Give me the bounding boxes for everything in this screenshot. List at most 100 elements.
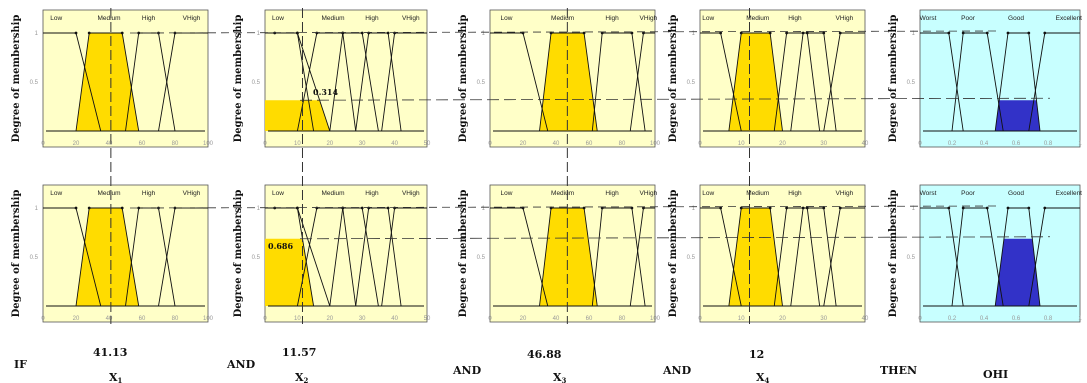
mf-corner-marker — [315, 206, 319, 210]
mf-label: Medium — [321, 15, 344, 22]
mf-corner-marker — [961, 31, 965, 35]
panel-x4-rule-2: Degree of membership 1 0.5 0 10 20 30 40 Low Medi… — [668, 184, 869, 323]
x-tick-label: 0 — [41, 141, 45, 147]
x-tick-label: 10 — [294, 316, 301, 322]
x-tick-label: 0.2 — [948, 141, 957, 147]
panel-background — [699, 184, 866, 323]
x-tick-label: 0 — [918, 316, 922, 322]
y-tick-label: 0.5 — [30, 255, 39, 261]
mf-label: Poor — [961, 190, 976, 197]
mf-corner-marker — [838, 31, 842, 35]
mf-label: VHigh — [183, 15, 201, 22]
guide-lines-layer — [110, 8, 1051, 324]
mf-corner-marker — [1043, 31, 1047, 35]
mf-label: VHigh — [183, 190, 201, 197]
mf-corner-marker — [642, 31, 645, 35]
panel-x2-rule-1: Degree of membership 1 0.5 0 10 20 30 40 50 Low Me… — [233, 9, 431, 148]
mf-curve-medium — [296, 207, 357, 307]
x-tick-label: 100 — [650, 316, 661, 322]
mf-corner-marker — [120, 31, 124, 35]
y-axis-label: Degree of membership — [458, 190, 469, 318]
output-mf-area — [920, 100, 1080, 131]
mf-corner-marker — [785, 31, 789, 35]
mf-curve-high2 — [790, 32, 837, 132]
x-tick-label: 60 — [139, 141, 146, 147]
mf-label: High — [788, 190, 802, 197]
x-tick-label: 0 — [263, 141, 267, 147]
mf-corner-marker — [341, 206, 345, 210]
mf-curve-medium2 — [329, 32, 379, 132]
y-axis-label: Degree of membership — [888, 15, 899, 143]
guide-line-degree — [299, 97, 1051, 101]
x-tick-label: 50 — [424, 316, 431, 322]
mf-curve-poor — [951, 207, 1004, 307]
output-variable-label: OHI — [983, 368, 1008, 381]
panel-background — [699, 9, 866, 148]
and-keyword-1: AND — [226, 358, 256, 371]
x-tick-label: 0 — [488, 141, 492, 147]
x-tick-label: 10 — [294, 141, 301, 147]
y-tick-label: 0.5 — [30, 80, 39, 86]
mf-label: High — [605, 15, 619, 22]
y-tick-label: 1 — [692, 31, 696, 37]
mf-label: Medium — [551, 190, 574, 197]
x-tick-label: 20 — [779, 316, 786, 322]
x4-variable-label: X4 — [756, 371, 770, 383]
mf-corner-marker — [386, 31, 390, 35]
mf-corner-marker — [961, 206, 965, 210]
mf-label: VHigh — [402, 15, 420, 22]
x-tick-label: 0.4 — [980, 141, 989, 147]
mf-label: Worst — [920, 15, 937, 22]
then-keyword: THEN — [880, 364, 917, 377]
panel-x3-rule-2: Degree of membership 1 0.5 0 20 40 60 80 100 Low M… — [458, 184, 661, 323]
y-axis-label: Degree of membership — [233, 190, 244, 318]
y-tick-label: 1 — [692, 206, 696, 212]
mf-corner-marker — [1006, 206, 1010, 210]
panel-x1-rule-2: Degree of membership 1 0.5 0 20 40 60 80 100 Low M… — [11, 184, 214, 323]
mf-corner-marker — [341, 31, 345, 35]
x-tick-label: 80 — [172, 316, 179, 322]
y-axis-label: Degree of membership — [11, 190, 22, 318]
mf-corner-marker — [785, 206, 789, 210]
mf-corner-marker — [739, 206, 743, 210]
mf-label: Excellent — [1056, 190, 1083, 197]
mf-corner-marker — [630, 206, 634, 210]
x-tick-label: 0.6 — [1012, 141, 1021, 147]
mf-label: VHigh — [836, 15, 854, 22]
y-tick-label: 0.5 — [477, 255, 486, 261]
y-axis-label: Degree of membership — [458, 15, 469, 143]
guide-line-full — [129, 205, 1001, 209]
y-tick-label: 1 — [912, 206, 916, 212]
panel-ohi-rule-1: Degree of membership 1 0.5 0 0.2 0.4 0.6 0.8 1 Wo… — [888, 9, 1083, 148]
activation-degree-label: 0.314 — [313, 87, 338, 97]
x2-input-value: 11.57 — [282, 346, 316, 359]
y-tick-label: 0.5 — [687, 255, 696, 261]
mf-label: Poor — [961, 15, 976, 22]
x-tick-label: 0.8 — [1044, 141, 1053, 147]
mf-corner-marker — [582, 31, 586, 35]
x-tick-label: 0.6 — [1012, 316, 1021, 322]
x-tick-label: 100 — [203, 141, 214, 147]
x-tick-label: 0.2 — [948, 316, 957, 322]
x4-input-value: 12 — [749, 348, 764, 361]
y-tick-label: 1 — [482, 206, 486, 212]
activated-mf-area — [490, 33, 655, 131]
mf-curve-high — [355, 32, 402, 132]
x-tick-label: 20 — [520, 316, 527, 322]
panel-x4-rule-1: Degree of membership 1 0.5 0 10 20 30 40 Low Medi… — [668, 9, 869, 148]
x3-variable-label: X3 — [553, 371, 567, 383]
mf-label: Low — [501, 15, 513, 22]
y-tick-label: 1 — [482, 31, 486, 37]
x-tick-label: 10 — [738, 141, 745, 147]
mf-label: VHigh — [836, 190, 854, 197]
mf-corner-marker — [630, 31, 634, 35]
mf-label: Excellent — [1056, 15, 1083, 22]
mf-curve-poor — [951, 32, 1004, 132]
mf-corner-marker — [801, 206, 805, 210]
mf-curve-medium — [728, 207, 783, 307]
x-tick-label: 20 — [779, 141, 786, 147]
panel-x1-rule-1: Degree of membership 1 0.5 0 20 40 60 80 100 Low M… — [11, 9, 214, 148]
guide-line-degree — [299, 236, 1051, 240]
mf-corner-marker — [719, 31, 723, 35]
